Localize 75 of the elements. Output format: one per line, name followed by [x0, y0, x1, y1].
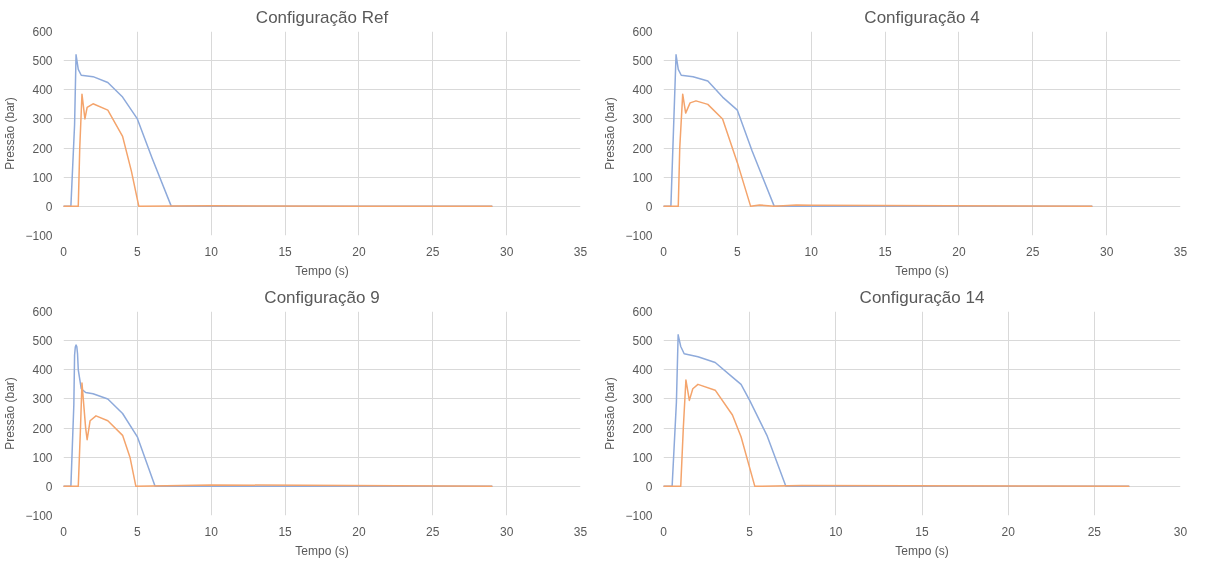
y-tick-label: −100: [25, 509, 53, 523]
x-tick-label: 20: [1001, 524, 1016, 539]
x-tick-label: 25: [1087, 524, 1102, 539]
y-tick-label: 600: [32, 25, 53, 39]
y-tick-label: 200: [32, 141, 53, 156]
x-tick-label: 25: [426, 244, 440, 259]
x-tick-label: 30: [1173, 524, 1188, 539]
x-tick-label: 15: [278, 244, 293, 259]
x-tick-label: 25: [426, 524, 440, 539]
x-tick-label: 15: [278, 524, 293, 539]
y-tick-label: −100: [25, 229, 53, 243]
x-tick-label: 10: [204, 244, 219, 259]
chart-title: Configuração 4: [864, 7, 980, 27]
x-tick-label: 0: [60, 244, 68, 259]
x-tick-label: 35: [1173, 244, 1188, 259]
x-tick-label: 15: [915, 524, 929, 539]
x-tick-label: 10: [829, 524, 843, 539]
chart-title: Configuração Ref: [255, 7, 389, 27]
y-tick-label: 0: [45, 199, 53, 214]
x-tick-label: 5: [134, 524, 142, 539]
x-tick-label: 30: [499, 244, 514, 259]
y-tick-label: −100: [625, 509, 653, 523]
y-tick-label: 400: [632, 83, 653, 98]
x-tick-label: 10: [204, 524, 219, 539]
y-tick-label: 400: [32, 83, 53, 98]
x-tick-label: 5: [134, 244, 142, 259]
y-tick-label: 0: [645, 199, 653, 214]
y-tick-label: 500: [632, 334, 653, 349]
y-tick-label: 100: [632, 450, 653, 465]
x-tick-label: 10: [804, 244, 819, 259]
y-tick-label: 400: [32, 363, 53, 378]
y-tick-label: 300: [632, 392, 653, 407]
y-tick-label: 300: [32, 392, 53, 407]
y-axis-title: Pressão (bar): [603, 377, 618, 450]
y-tick-label: −100: [625, 229, 653, 243]
y-tick-label: 100: [32, 450, 53, 465]
y-tick-label: 400: [632, 363, 653, 378]
y-tick-label: 100: [32, 170, 53, 185]
y-tick-label: 600: [32, 305, 53, 319]
y-tick-label: 0: [645, 479, 653, 494]
x-tick-label: 5: [746, 524, 754, 539]
x-tick-label: 35: [573, 524, 588, 539]
x-tick-label: 25: [1026, 244, 1040, 259]
y-tick-label: 0: [45, 479, 53, 494]
x-tick-label: 30: [1099, 244, 1114, 259]
y-tick-label: 500: [32, 334, 53, 349]
x-tick-label: 5: [734, 244, 742, 259]
x-tick-label: 20: [952, 244, 966, 259]
x-tick-label: 35: [573, 244, 588, 259]
y-axis-title: Pressão (bar): [3, 377, 18, 450]
x-tick-label: 30: [499, 524, 514, 539]
y-tick-label: 300: [632, 112, 653, 127]
chart-title: Configuração 9: [264, 287, 380, 307]
x-tick-label: 20: [352, 524, 366, 539]
x-tick-label: 0: [660, 524, 668, 539]
x-tick-label: 20: [352, 244, 366, 259]
y-tick-label: 100: [632, 170, 653, 185]
x-axis-title: Tempo (s): [895, 543, 949, 558]
x-axis-title: Tempo (s): [295, 543, 349, 558]
chart-title: Configuração 14: [859, 287, 985, 307]
x-tick-label: 15: [878, 244, 893, 259]
y-tick-label: 600: [632, 305, 653, 319]
x-tick-label: 0: [60, 524, 68, 539]
y-tick-label: 300: [32, 112, 53, 127]
y-axis-title: Pressão (bar): [3, 97, 18, 170]
y-tick-label: 500: [632, 54, 653, 69]
y-tick-label: 600: [632, 25, 653, 39]
y-axis-title: Pressão (bar): [603, 97, 618, 170]
y-tick-label: 500: [32, 54, 53, 69]
x-tick-label: 0: [660, 244, 668, 259]
y-tick-label: 200: [632, 421, 653, 436]
y-tick-label: 200: [632, 141, 653, 156]
x-axis-title: Tempo (s): [895, 263, 949, 278]
y-tick-label: 200: [32, 421, 53, 436]
x-axis-title: Tempo (s): [295, 263, 349, 278]
